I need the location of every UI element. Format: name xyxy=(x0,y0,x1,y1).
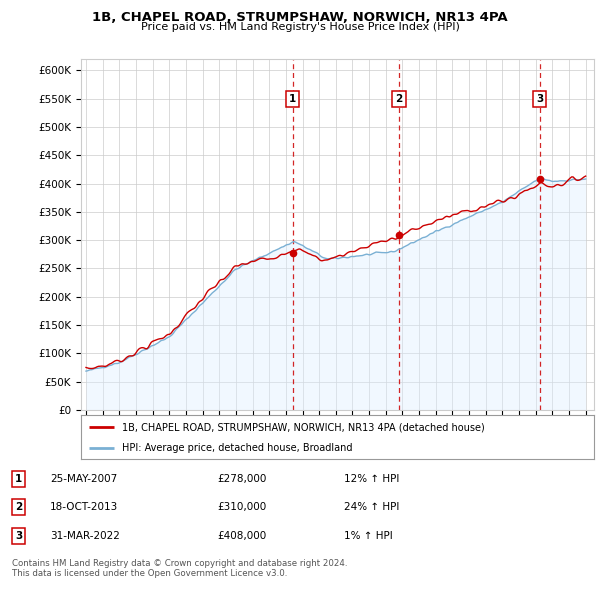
Text: 1B, CHAPEL ROAD, STRUMPSHAW, NORWICH, NR13 4PA (detached house): 1B, CHAPEL ROAD, STRUMPSHAW, NORWICH, NR… xyxy=(122,422,485,432)
Text: £310,000: £310,000 xyxy=(218,503,267,512)
Text: Price paid vs. HM Land Registry's House Price Index (HPI): Price paid vs. HM Land Registry's House … xyxy=(140,22,460,32)
Text: 3: 3 xyxy=(536,94,544,104)
Text: 2: 2 xyxy=(395,94,403,104)
Text: 25-MAY-2007: 25-MAY-2007 xyxy=(50,474,118,484)
Text: 24% ↑ HPI: 24% ↑ HPI xyxy=(344,503,400,512)
Text: 2: 2 xyxy=(16,503,23,512)
Text: 31-MAR-2022: 31-MAR-2022 xyxy=(50,531,120,540)
Text: This data is licensed under the Open Government Licence v3.0.: This data is licensed under the Open Gov… xyxy=(12,569,287,578)
Text: £278,000: £278,000 xyxy=(218,474,267,484)
Text: 1B, CHAPEL ROAD, STRUMPSHAW, NORWICH, NR13 4PA: 1B, CHAPEL ROAD, STRUMPSHAW, NORWICH, NR… xyxy=(92,11,508,24)
Text: 3: 3 xyxy=(16,531,23,540)
Text: £408,000: £408,000 xyxy=(218,531,267,540)
Text: 18-OCT-2013: 18-OCT-2013 xyxy=(50,503,118,512)
Text: 1: 1 xyxy=(289,94,296,104)
Text: HPI: Average price, detached house, Broadland: HPI: Average price, detached house, Broa… xyxy=(122,443,353,453)
Text: 1% ↑ HPI: 1% ↑ HPI xyxy=(344,531,393,540)
Text: 12% ↑ HPI: 12% ↑ HPI xyxy=(344,474,400,484)
Text: Contains HM Land Registry data © Crown copyright and database right 2024.: Contains HM Land Registry data © Crown c… xyxy=(12,559,347,568)
Text: 1: 1 xyxy=(16,474,23,484)
